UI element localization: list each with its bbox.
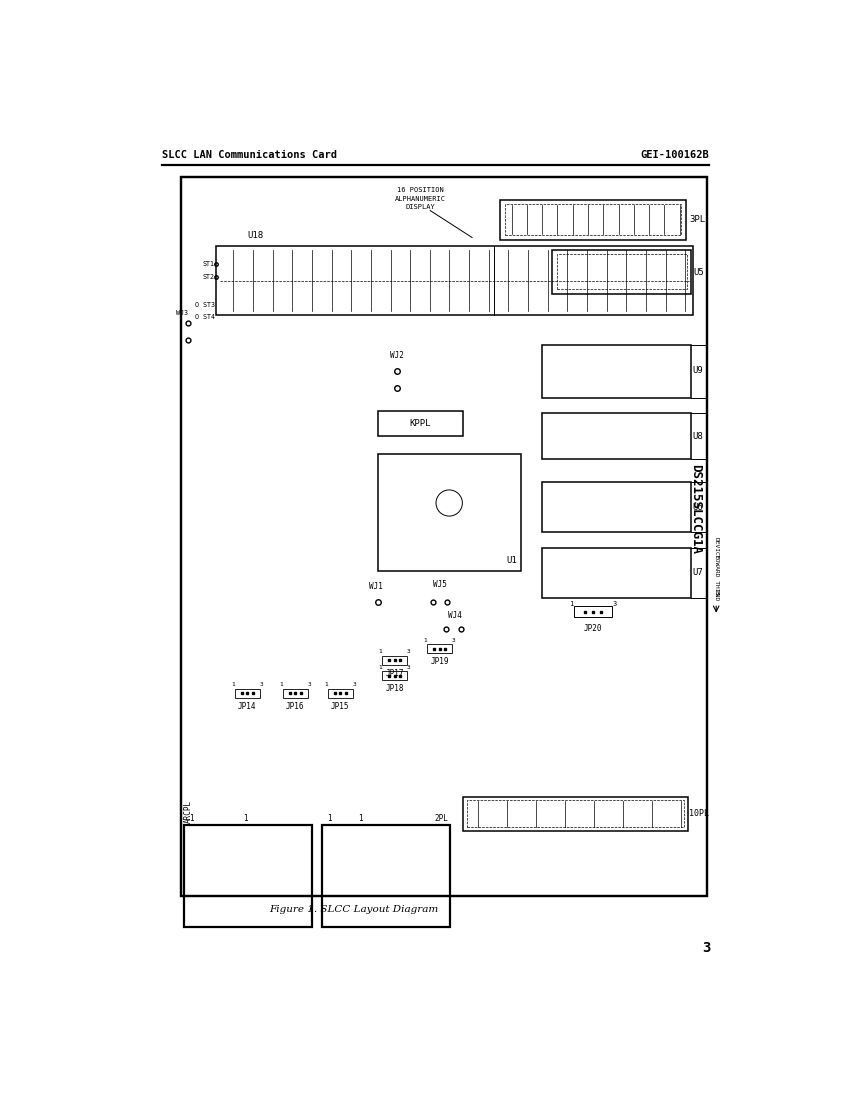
Text: 3: 3 bbox=[353, 682, 356, 688]
Text: 1: 1 bbox=[327, 814, 332, 823]
Text: ST1: ST1 bbox=[203, 262, 215, 267]
Text: GEI-100162B: GEI-100162B bbox=[640, 150, 709, 161]
Bar bbox=[427, 644, 452, 653]
Text: 1: 1 bbox=[231, 682, 235, 688]
Text: U9: U9 bbox=[692, 366, 703, 375]
Text: 3PL: 3PL bbox=[689, 214, 706, 223]
Text: DEVICE: DEVICE bbox=[714, 537, 718, 559]
Text: ARCPL: ARCPL bbox=[184, 801, 193, 824]
Text: U8: U8 bbox=[692, 431, 703, 441]
Text: 3: 3 bbox=[451, 638, 456, 642]
Text: DISPLAY: DISPLAY bbox=[405, 205, 435, 210]
Text: TOWARD THIS: TOWARD THIS bbox=[714, 554, 718, 595]
Text: 3: 3 bbox=[406, 664, 411, 670]
Bar bbox=[505, 205, 682, 235]
Text: 1: 1 bbox=[190, 814, 194, 824]
Text: JP14: JP14 bbox=[238, 702, 257, 711]
Bar bbox=[382, 671, 407, 680]
Text: 3: 3 bbox=[702, 942, 711, 955]
Text: WJ2: WJ2 bbox=[390, 351, 404, 360]
Text: ALPHANUMERIC: ALPHANUMERIC bbox=[394, 196, 445, 202]
Bar bbox=[181, 177, 707, 895]
Bar bbox=[500, 200, 686, 240]
Text: 3: 3 bbox=[308, 682, 311, 688]
Text: 2PL: 2PL bbox=[435, 814, 449, 824]
Bar bbox=[216, 246, 693, 316]
Text: 3: 3 bbox=[613, 601, 617, 607]
Bar bbox=[181, 177, 707, 895]
Bar bbox=[377, 454, 521, 571]
Text: WJ5: WJ5 bbox=[433, 581, 446, 590]
Text: U6: U6 bbox=[692, 504, 703, 513]
Bar bbox=[283, 689, 308, 698]
Text: 1: 1 bbox=[379, 664, 382, 670]
Bar bbox=[467, 801, 683, 827]
Text: 1: 1 bbox=[358, 814, 363, 823]
Text: 10PL: 10PL bbox=[689, 810, 709, 818]
Bar bbox=[377, 410, 462, 436]
Text: DS215SLCCG1A: DS215SLCCG1A bbox=[688, 464, 702, 554]
Text: 1: 1 bbox=[423, 638, 428, 642]
Text: 3: 3 bbox=[259, 682, 264, 688]
Text: 1: 1 bbox=[325, 682, 328, 688]
Bar bbox=[462, 796, 688, 832]
Text: 16 POSITION: 16 POSITION bbox=[397, 187, 444, 194]
Bar bbox=[382, 656, 407, 664]
Text: ST2: ST2 bbox=[203, 274, 215, 279]
Bar bbox=[552, 250, 691, 294]
Text: WJ3: WJ3 bbox=[176, 310, 188, 316]
Text: 1: 1 bbox=[280, 682, 283, 688]
Text: END: END bbox=[714, 590, 718, 602]
Bar bbox=[321, 825, 450, 926]
Bar bbox=[557, 254, 687, 289]
Bar bbox=[541, 345, 690, 397]
Text: JP17: JP17 bbox=[385, 669, 404, 678]
Text: O ST3: O ST3 bbox=[195, 302, 215, 308]
Text: 1: 1 bbox=[243, 814, 248, 823]
Text: U5: U5 bbox=[694, 267, 705, 276]
Text: KPPL: KPPL bbox=[410, 419, 431, 428]
Text: JP20: JP20 bbox=[584, 624, 602, 634]
Bar bbox=[235, 689, 260, 698]
Text: JP18: JP18 bbox=[385, 684, 404, 693]
Bar bbox=[328, 689, 353, 698]
Text: SLCC LAN Communications Card: SLCC LAN Communications Card bbox=[162, 150, 337, 161]
Text: 1: 1 bbox=[379, 649, 382, 654]
Bar bbox=[541, 414, 690, 460]
Text: 1: 1 bbox=[570, 601, 574, 607]
Text: U1: U1 bbox=[507, 556, 517, 564]
Bar bbox=[541, 482, 690, 532]
Text: JP16: JP16 bbox=[286, 702, 304, 711]
Text: U18: U18 bbox=[247, 231, 264, 241]
Bar bbox=[184, 825, 312, 926]
Text: JP19: JP19 bbox=[430, 658, 449, 667]
Text: WJ4: WJ4 bbox=[448, 612, 462, 620]
Text: WJ1: WJ1 bbox=[369, 582, 382, 591]
Text: U7: U7 bbox=[692, 568, 703, 576]
Text: JP15: JP15 bbox=[331, 702, 349, 711]
Bar bbox=[575, 606, 611, 617]
Text: O ST4: O ST4 bbox=[195, 314, 215, 320]
Bar bbox=[541, 548, 690, 598]
Text: Figure 1. SLCC Layout Diagram: Figure 1. SLCC Layout Diagram bbox=[269, 905, 439, 914]
Text: 3: 3 bbox=[406, 649, 411, 654]
